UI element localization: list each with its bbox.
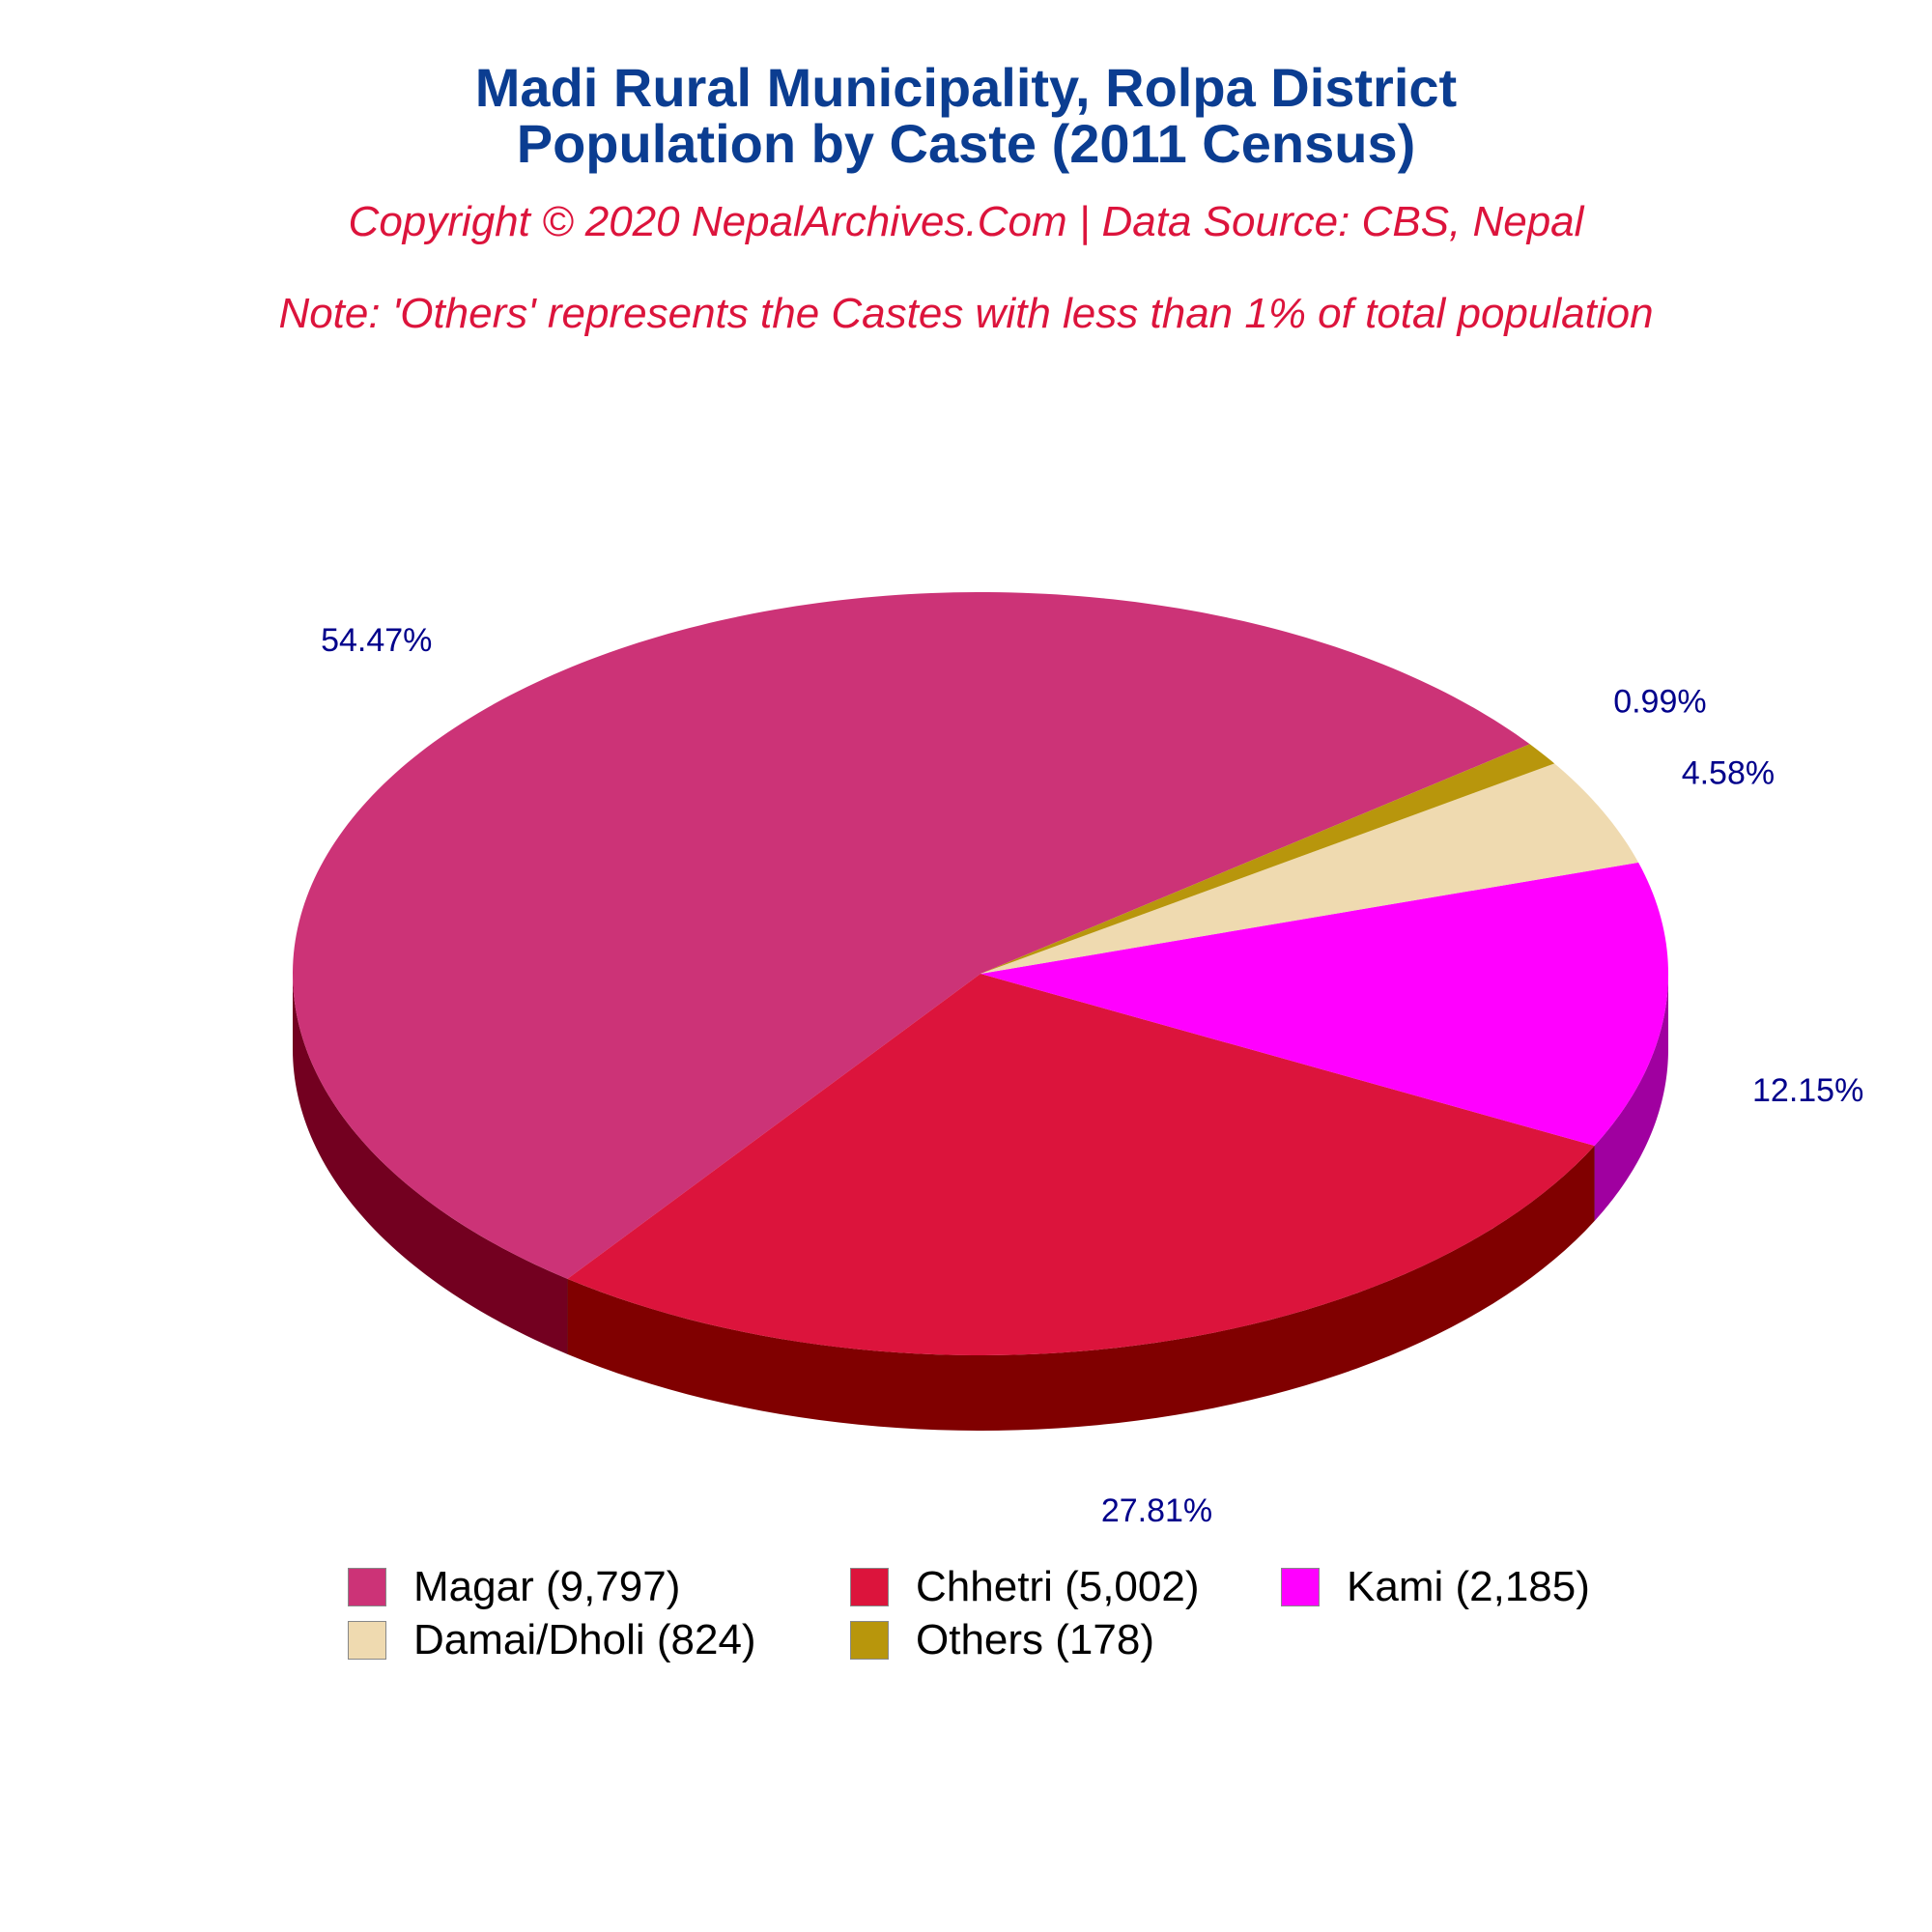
legend-swatch <box>850 1621 889 1660</box>
legend-label: Kami (2,185) <box>1347 1563 1590 1610</box>
legend-swatch <box>348 1568 386 1606</box>
pie-sides <box>293 974 1668 1431</box>
legend-swatch <box>348 1621 386 1660</box>
pie-slice-kami <box>980 862 1668 1147</box>
percent-label-damai-dholi: 4.58% <box>1682 754 1775 791</box>
pie-slices <box>293 592 1668 1355</box>
chart-title-line2: Population by Caste (2011 Census) <box>516 113 1416 174</box>
copyright-subtitle: Copyright © 2020 NepalArchives.Com | Dat… <box>348 198 1584 245</box>
chart-note: Note: 'Others' represents the Castes wit… <box>278 290 1654 337</box>
percent-label-magar: 54.47% <box>321 622 432 659</box>
legend-swatch <box>1281 1568 1320 1606</box>
chart-title-line1: Madi Rural Municipality, Rolpa District <box>474 57 1458 118</box>
legend-swatch <box>850 1568 889 1606</box>
legend-label: Damai/Dholi (824) <box>413 1616 756 1663</box>
legend-item-others: Others (178) <box>850 1616 1154 1664</box>
legend-label: Chhetri (5,002) <box>916 1563 1200 1610</box>
chart-title: Madi Rural Municipality, Rolpa District … <box>0 60 1932 172</box>
pie-side-kami <box>1594 974 1668 1222</box>
legend-item-chhetri: Chhetri (5,002) <box>850 1563 1199 1611</box>
pie-slice-others <box>980 744 1555 974</box>
pie-side-magar <box>293 974 568 1354</box>
pie-side-chhetri <box>567 1146 1595 1431</box>
legend-label: Others (178) <box>916 1616 1154 1663</box>
pie-percent-labels: 54.47% 27.81% 12.15% 4.58% 0.99% <box>321 622 1863 1529</box>
legend-item-magar: Magar (9,797) <box>348 1563 680 1611</box>
legend-item-damai-dholi: Damai/Dholi (824) <box>348 1616 756 1664</box>
pie-slice-magar <box>293 592 1530 1279</box>
legend-label: Magar (9,797) <box>413 1563 681 1610</box>
pie-slice-damai-dholi <box>980 763 1639 974</box>
percent-label-chhetri: 27.81% <box>1101 1492 1212 1529</box>
percent-label-kami: 12.15% <box>1752 1072 1863 1109</box>
pie-slice-chhetri <box>567 974 1595 1355</box>
percent-label-others: 0.99% <box>1613 683 1706 720</box>
legend-item-kami: Kami (2,185) <box>1281 1563 1590 1611</box>
